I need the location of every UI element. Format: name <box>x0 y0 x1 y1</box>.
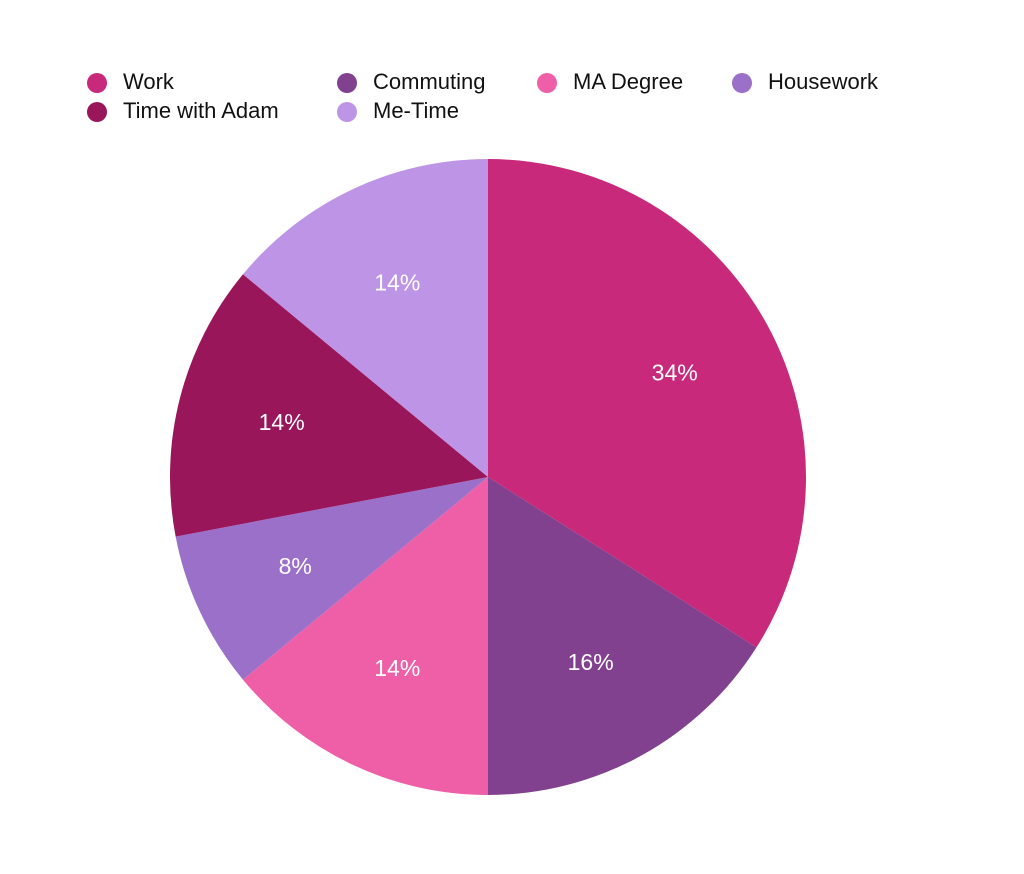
legend-label: Me-Time <box>373 98 459 123</box>
value-label: 14% <box>259 409 305 435</box>
pie-slice <box>488 159 806 648</box>
legend-label: Time with Adam <box>123 98 279 123</box>
legend-label: Commuting <box>373 69 485 94</box>
legend-marker <box>337 73 357 93</box>
value-label: 14% <box>374 655 420 681</box>
value-label: 34% <box>652 359 698 385</box>
legend-label: MA Degree <box>573 69 683 94</box>
legend-marker <box>87 73 107 93</box>
pie-slice <box>242 477 488 795</box>
pie-slice <box>175 477 488 680</box>
pie-slice <box>242 159 488 477</box>
value-label: 14% <box>374 269 420 295</box>
pie-slice <box>170 274 488 537</box>
value-label: 16% <box>568 649 614 675</box>
legend-label: Work <box>123 69 175 94</box>
pie-slice <box>488 477 757 795</box>
legend-marker <box>337 102 357 122</box>
value-label: 8% <box>279 553 312 579</box>
legend-marker <box>537 73 557 93</box>
legend-label: Housework <box>768 69 879 94</box>
legend-marker <box>87 102 107 122</box>
legend-marker <box>732 73 752 93</box>
